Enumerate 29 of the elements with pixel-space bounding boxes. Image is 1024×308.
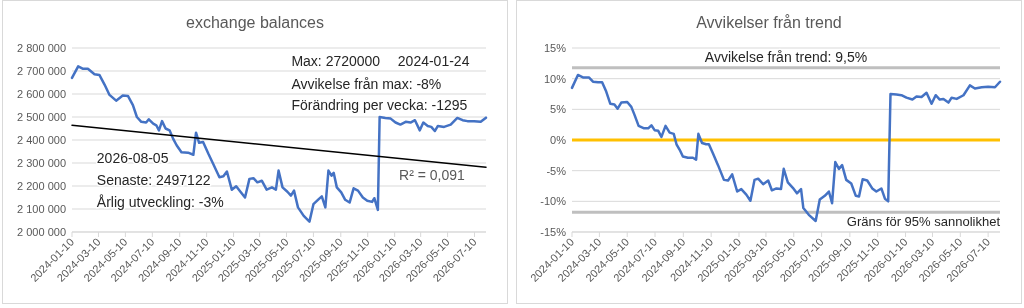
- y-tick-label: -5%: [546, 164, 567, 177]
- y-tick-label: 2 700 000: [17, 64, 66, 77]
- y-tick-label: 2 200 000: [17, 179, 66, 192]
- annotation: Senaste: 2497122: [96, 172, 211, 189]
- y-tick-label: 2 300 000: [17, 156, 66, 169]
- annotation: Avvikelse från max: -8%: [291, 75, 442, 92]
- y-tick-label: 2 100 000: [17, 202, 66, 215]
- annotation: 2024-01-24: [397, 52, 470, 69]
- chart-title: exchange balances: [186, 14, 324, 31]
- y-tick-label: 2 000 000: [17, 225, 66, 238]
- annotation: Förändring per vecka: -1295: [291, 96, 468, 113]
- y-tick-label: 0%: [550, 133, 567, 146]
- y-tick-label: -15%: [540, 225, 567, 238]
- annotation: Avvikelse från trend: 9,5%: [704, 49, 868, 66]
- y-tick-label: 15%: [543, 41, 567, 54]
- y-tick-label: 10%: [543, 72, 567, 85]
- y-tick-label: 2 800 000: [17, 41, 66, 54]
- y-tick-label: 2 500 000: [17, 110, 66, 123]
- chart-title: Avvikelser från trend: [696, 14, 842, 31]
- annotation: R² = 0,091: [399, 166, 466, 183]
- line-series: [70, 65, 488, 223]
- annotation: Max: 2720000: [291, 52, 381, 69]
- annotation: 2026-08-05: [96, 150, 169, 167]
- y-tick-label: 2 400 000: [17, 133, 66, 146]
- y-tick-label: 5%: [550, 103, 567, 116]
- y-tick-label: -10%: [540, 195, 567, 208]
- annotation: Årlig utveckling: -3%: [96, 194, 224, 211]
- ref-line-label: Gräns för 95% sannolikhet: [846, 214, 1001, 230]
- y-tick-label: 2 600 000: [17, 87, 66, 100]
